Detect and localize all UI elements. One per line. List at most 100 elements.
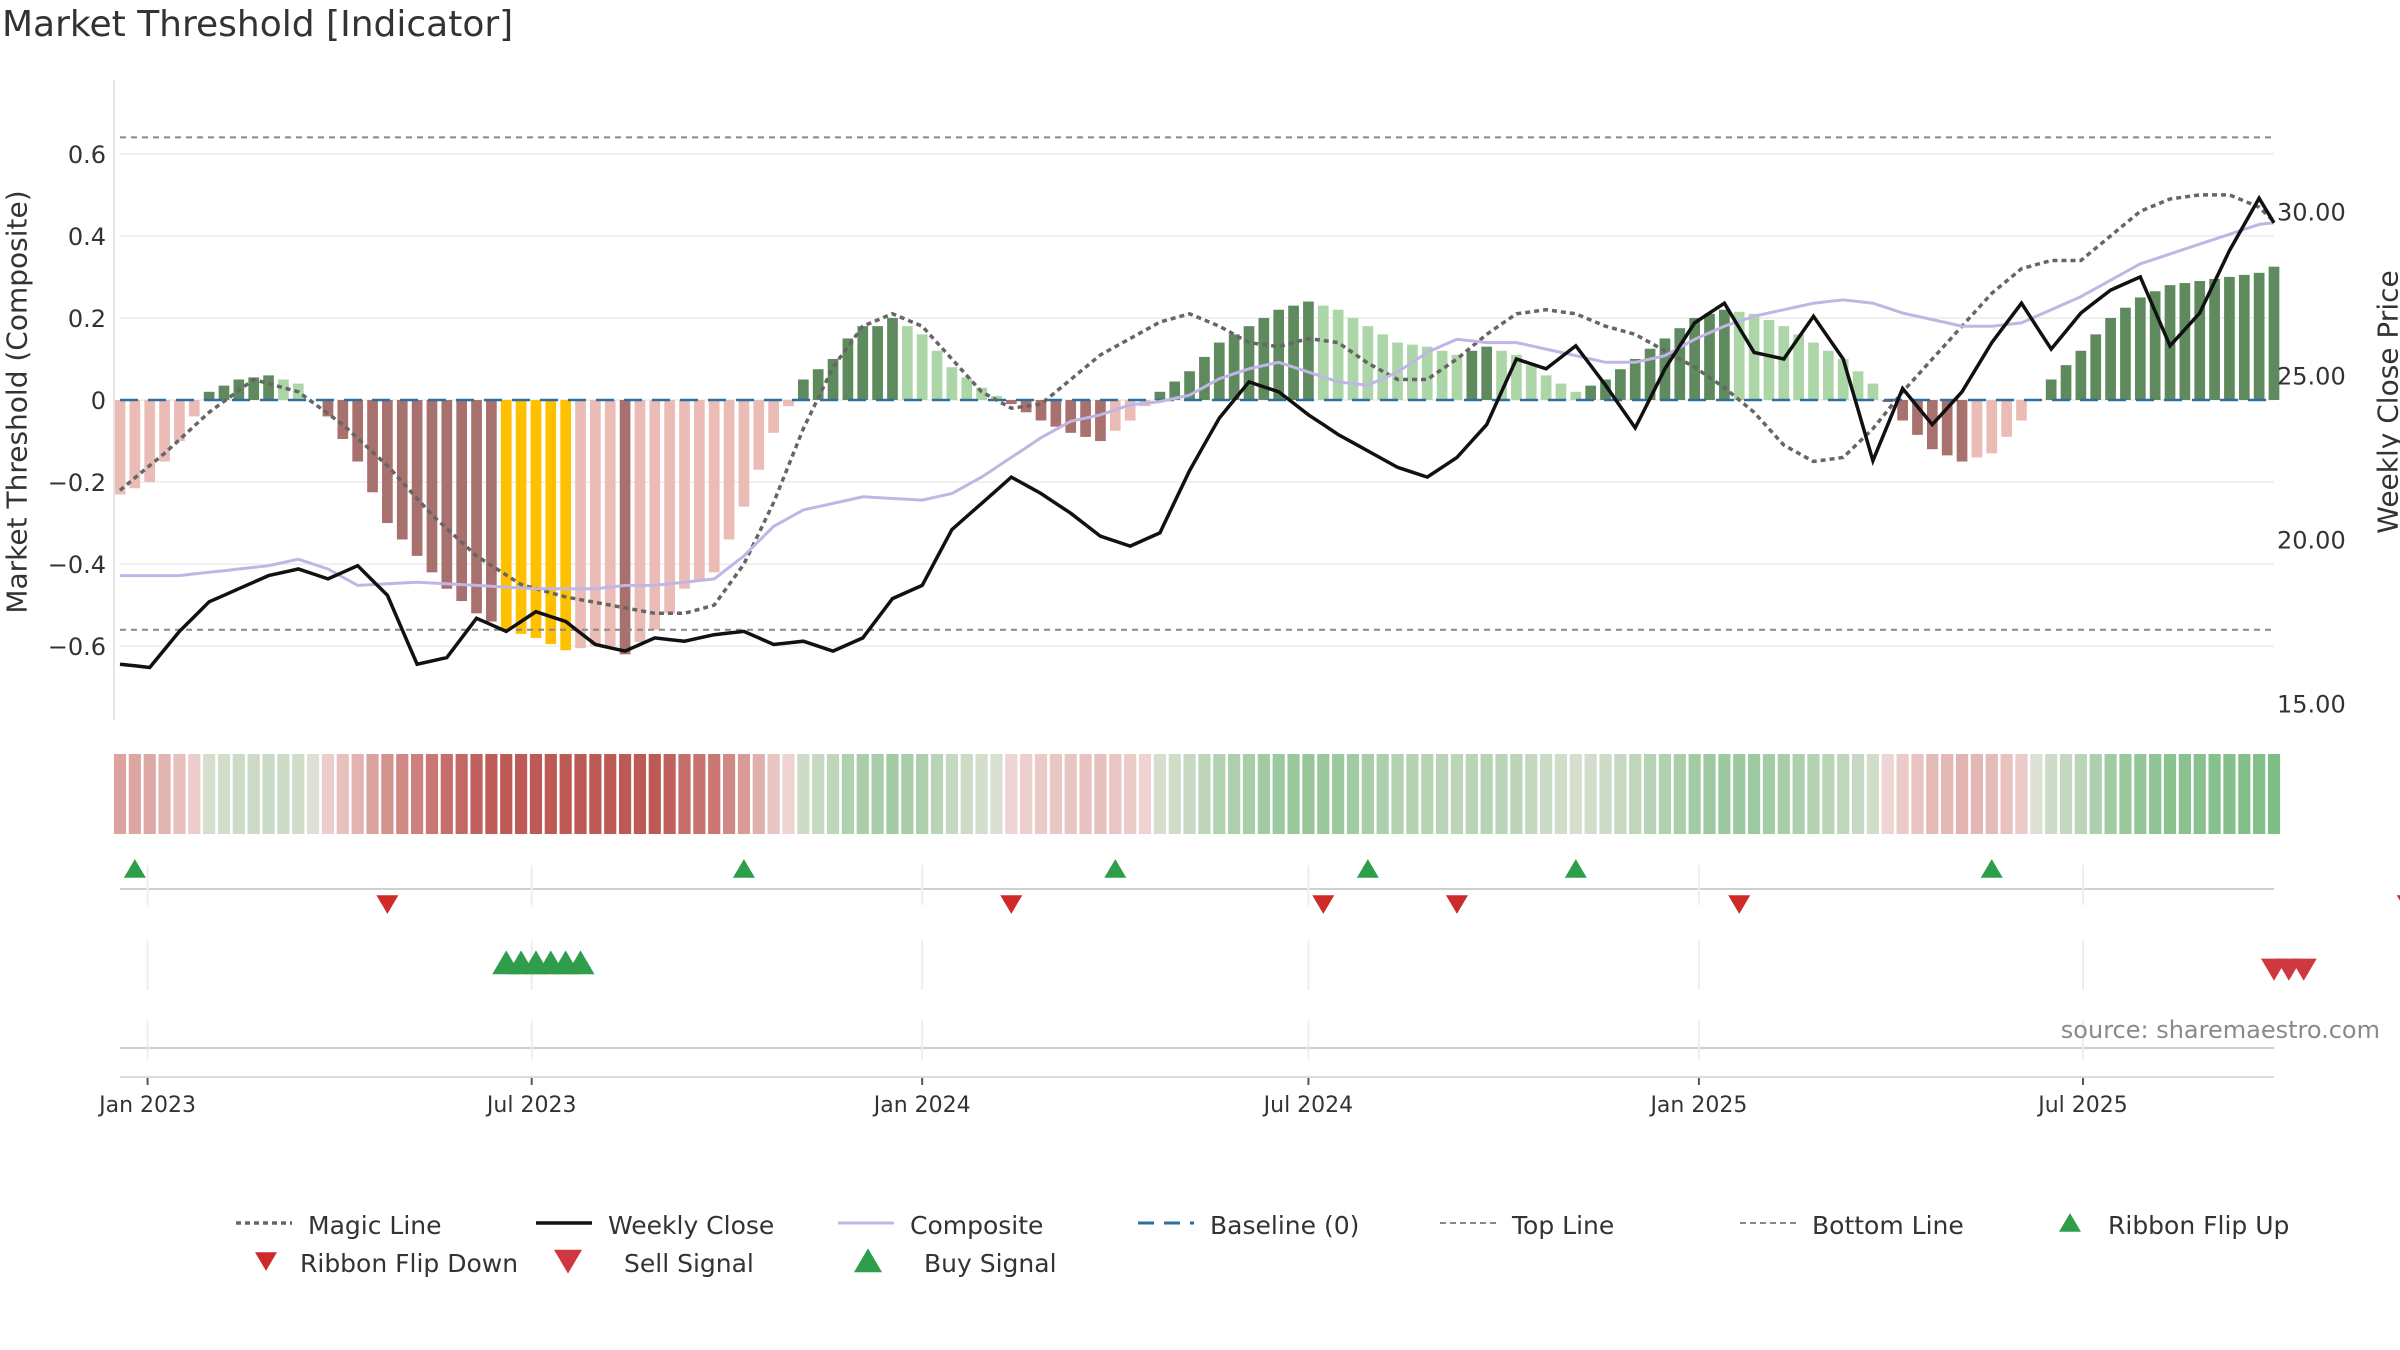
source-label: source: sharemaestro.com [2060,1016,2380,1044]
composite-bar [1585,385,1597,400]
composite-bar [1273,309,1285,400]
composite-bar [1912,400,1923,435]
composite-bar [708,400,720,573]
composite-bar [1020,400,1032,413]
ribbon-cell [1465,754,1478,834]
ribbon-cell [678,754,691,834]
legend-item: Buy Signal [854,1248,1057,1278]
ribbon-cell [648,754,661,834]
ribbon-cell [856,754,869,834]
ribbon-cell [1970,754,1983,834]
y-axis-label-right: Weekly Close Price [2371,270,2400,534]
ribbon-cell [336,754,349,834]
legend-item: Bottom Line [1740,1211,1964,1240]
ribbon-cell [1777,754,1790,834]
composite-bar [901,326,913,400]
y-tick-label: 0.4 [68,223,106,251]
composite-bar [1466,350,1478,400]
ribbon-cell [1629,754,1642,834]
composite-bar [1837,358,1849,400]
composite-bar [842,338,854,400]
ribbon-cell [500,754,513,834]
composite-bar [634,400,646,643]
ribbon-cell [752,754,765,834]
ribbon-cell [1866,754,1880,834]
buy-signal-marker [566,950,595,975]
ribbon-cell [1064,754,1077,834]
legend-item: Ribbon Flip Down [255,1249,518,1278]
legend-item: Sell Signal [554,1249,754,1278]
ribbon-flip-down-marker [1312,895,1335,914]
magic-line [118,193,2276,616]
ribbon-cell [2253,754,2266,834]
composite-bar [1407,344,1418,400]
composite-bar [426,400,438,573]
composite-bar [2090,334,2102,400]
composite-bar [723,400,735,540]
ribbon-cell [1569,754,1582,834]
composite-bar [1496,350,1507,400]
composite-bar [1035,400,1047,421]
composite-bar [753,400,765,470]
composite-bar [1719,309,1730,400]
composite-bar [352,400,364,462]
ribbon-cell [1168,754,1181,834]
composite-bar [575,400,586,649]
ribbon-cell [708,754,721,834]
ribbon-cell [559,754,572,834]
ribbon-cell [2208,754,2221,834]
ribbon-cell [1525,754,1538,834]
ribbon-cell [871,754,884,834]
composite-bar [144,400,156,483]
legend-item: Composite [838,1211,1043,1240]
composite-bar [1748,313,1760,400]
composite-bar [1199,356,1210,400]
composite-bar [1852,371,1864,400]
ribbon-cell [1941,754,1954,834]
ribbon-cell [2134,754,2147,834]
ribbon-cell [1153,754,1166,834]
composite-bar [1154,391,1166,400]
ribbon-flip-up-marker [1356,859,1379,878]
legend-label: Composite [910,1211,1043,1240]
ribbon-cell [2267,754,2281,834]
composite-bar [382,400,393,524]
composite-bar [471,400,482,614]
composite-bar [1600,379,1611,400]
legend-item: Weekly Close [536,1211,774,1240]
y-tick-label: 0 [91,387,106,415]
ribbon-cell [1005,754,1018,834]
ribbon-cell [1673,754,1686,834]
ribbon-cell [812,754,825,834]
composite-bar [1822,350,1834,400]
composite-bar [1956,400,1968,462]
ribbon-cell [901,754,914,834]
ribbon-cell [544,754,557,834]
composite-bar [188,400,200,417]
ribbon-cell [1242,754,1256,834]
composite-bar [1629,358,1641,400]
ribbon-cell [381,754,394,834]
composite-bar [1169,381,1181,400]
ribbon-cell [113,754,127,834]
ribbon-cell [262,754,275,834]
legend-label: Magic Line [308,1211,442,1240]
ribbon-cell [2059,754,2073,834]
x-tick-label: Jul 2024 [1262,1093,1354,1118]
composite-bar [2238,274,2250,400]
composite-bar [1258,317,1270,400]
composite-bar [1511,354,1522,400]
ribbon-cell [930,754,944,834]
composite-bar [1065,400,1077,433]
composite-bar [1213,342,1225,400]
chart-title: Market Threshold [Indicator] [2,4,514,45]
composite-bar [872,326,883,400]
composite-bar [2149,291,2161,400]
ribbon-cell [722,754,736,834]
composite-bar [2209,278,2220,400]
ribbon-cell [2223,754,2236,834]
composite-bar [1704,313,1715,400]
ribbon-cell [1450,754,1464,834]
ribbon-cell [1658,754,1672,834]
composite-bar [337,400,349,439]
